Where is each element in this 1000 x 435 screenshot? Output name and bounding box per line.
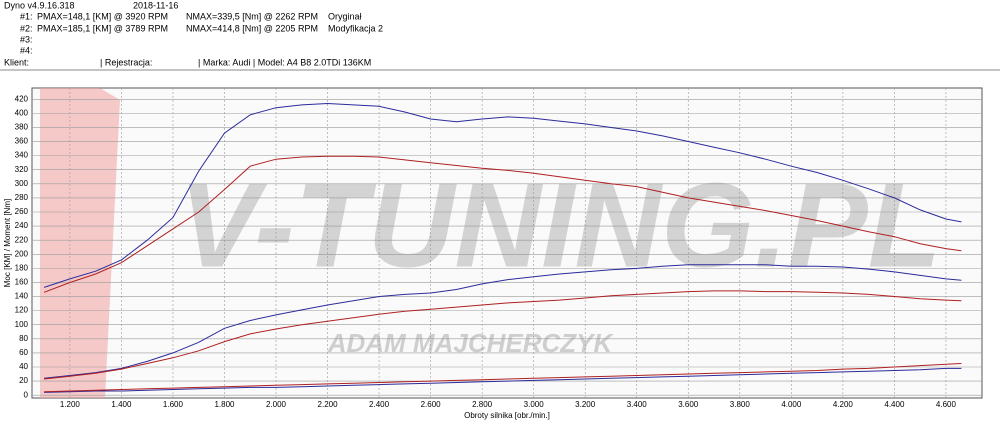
y-tick-label: 60	[19, 348, 28, 357]
y-tick-label: 400	[15, 108, 29, 117]
x-tick-label: 3.000	[524, 400, 545, 409]
y-tick-label: 200	[15, 249, 29, 258]
y-tick-label: 360	[15, 137, 29, 146]
run-nmax: NMAX=414,8 [Nm] @ 2205 RPM	[186, 23, 318, 33]
x-tick-label: 3.200	[575, 400, 596, 409]
watermark-subtitle: ADAM MAJCHERCZYK	[327, 328, 615, 358]
y-tick-label: 420	[15, 94, 29, 103]
registration: | Rejestracja:	[100, 57, 152, 67]
run-id: #1:	[20, 11, 33, 21]
y-tick-label: 240	[15, 221, 29, 230]
lines	[43, 102, 962, 393]
y-tick-label: 340	[15, 151, 29, 160]
x-tick-label: 2.600	[421, 400, 442, 409]
x-tick-label: 2.000	[266, 400, 287, 409]
x-tick-label: 2.400	[369, 400, 390, 409]
y-tick-label: 220	[15, 235, 29, 244]
run-id: #4:	[20, 45, 33, 55]
version: Dyno v4.9.16.318	[4, 0, 75, 10]
y-tick-label: 160	[15, 278, 29, 287]
date: 2018-11-16	[133, 0, 178, 10]
x-tick-label: 4.400	[884, 400, 905, 409]
series-line	[44, 290, 962, 380]
y-tick-label: 40	[19, 362, 28, 371]
y-tick-label: 180	[15, 263, 29, 272]
watermark: V-TUNING.PL	[179, 159, 941, 293]
y-tick-label: 280	[15, 193, 29, 202]
run-id: #3:	[20, 34, 33, 44]
series-line	[43, 102, 962, 288]
run-label: Oryginał	[328, 11, 362, 21]
watermark-shape	[40, 88, 120, 398]
series-line	[44, 264, 962, 379]
series-line	[44, 367, 962, 393]
plot-area	[31, 87, 983, 399]
y-tick-label: 20	[19, 376, 28, 385]
y-axis-label: Moc [KM] / Moment [Nm]	[3, 199, 12, 287]
y-tick-label: 320	[15, 165, 29, 174]
x-axis-label: Obroty silnika [obr./min.]	[464, 411, 550, 420]
client: Klient:	[4, 57, 29, 67]
run-id: #2:	[20, 23, 33, 33]
run-nmax: NMAX=339,5 [Nm] @ 2262 RPM	[186, 11, 318, 21]
y-tick-label: 140	[15, 292, 29, 301]
y-tick-label: 80	[19, 334, 28, 343]
x-tick-label: 3.400	[627, 400, 648, 409]
x-tick-label: 4.000	[781, 400, 802, 409]
x-tick-label: 4.600	[936, 400, 957, 409]
grid	[32, 88, 982, 398]
y-tick-label: 300	[15, 179, 29, 188]
x-tick-label: 1.200	[60, 400, 81, 409]
x-tick-label: 3.600	[678, 400, 699, 409]
run-pmax: PMAX=148,1 [KM] @ 3920 RPM	[37, 11, 168, 21]
y-tick-label: 120	[15, 306, 29, 315]
vehicle: | Marka: Audi | Model: A4 B8 2.0TDi 136K…	[198, 57, 371, 67]
run-pmax: PMAX=185,1 [KM] @ 3789 RPM	[37, 23, 168, 33]
run-label: Modyfikacja 2	[328, 23, 383, 33]
y-tick-label: 260	[15, 207, 29, 216]
x-tick-label: 4.200	[833, 400, 854, 409]
x-tick-label: 1.400	[111, 400, 132, 409]
series-line	[44, 363, 962, 393]
y-tick-label: 100	[15, 320, 29, 329]
x-tick-label: 3.800	[730, 400, 751, 409]
y-tick-label: 380	[15, 123, 29, 132]
x-tick-label: 1.800	[214, 400, 235, 409]
y-tick-label: 0	[24, 390, 29, 399]
x-tick-label: 1.600	[163, 400, 184, 409]
x-tick-label: 2.800	[472, 400, 493, 409]
series-line	[43, 155, 962, 293]
x-tick-label: 2.200	[318, 400, 339, 409]
